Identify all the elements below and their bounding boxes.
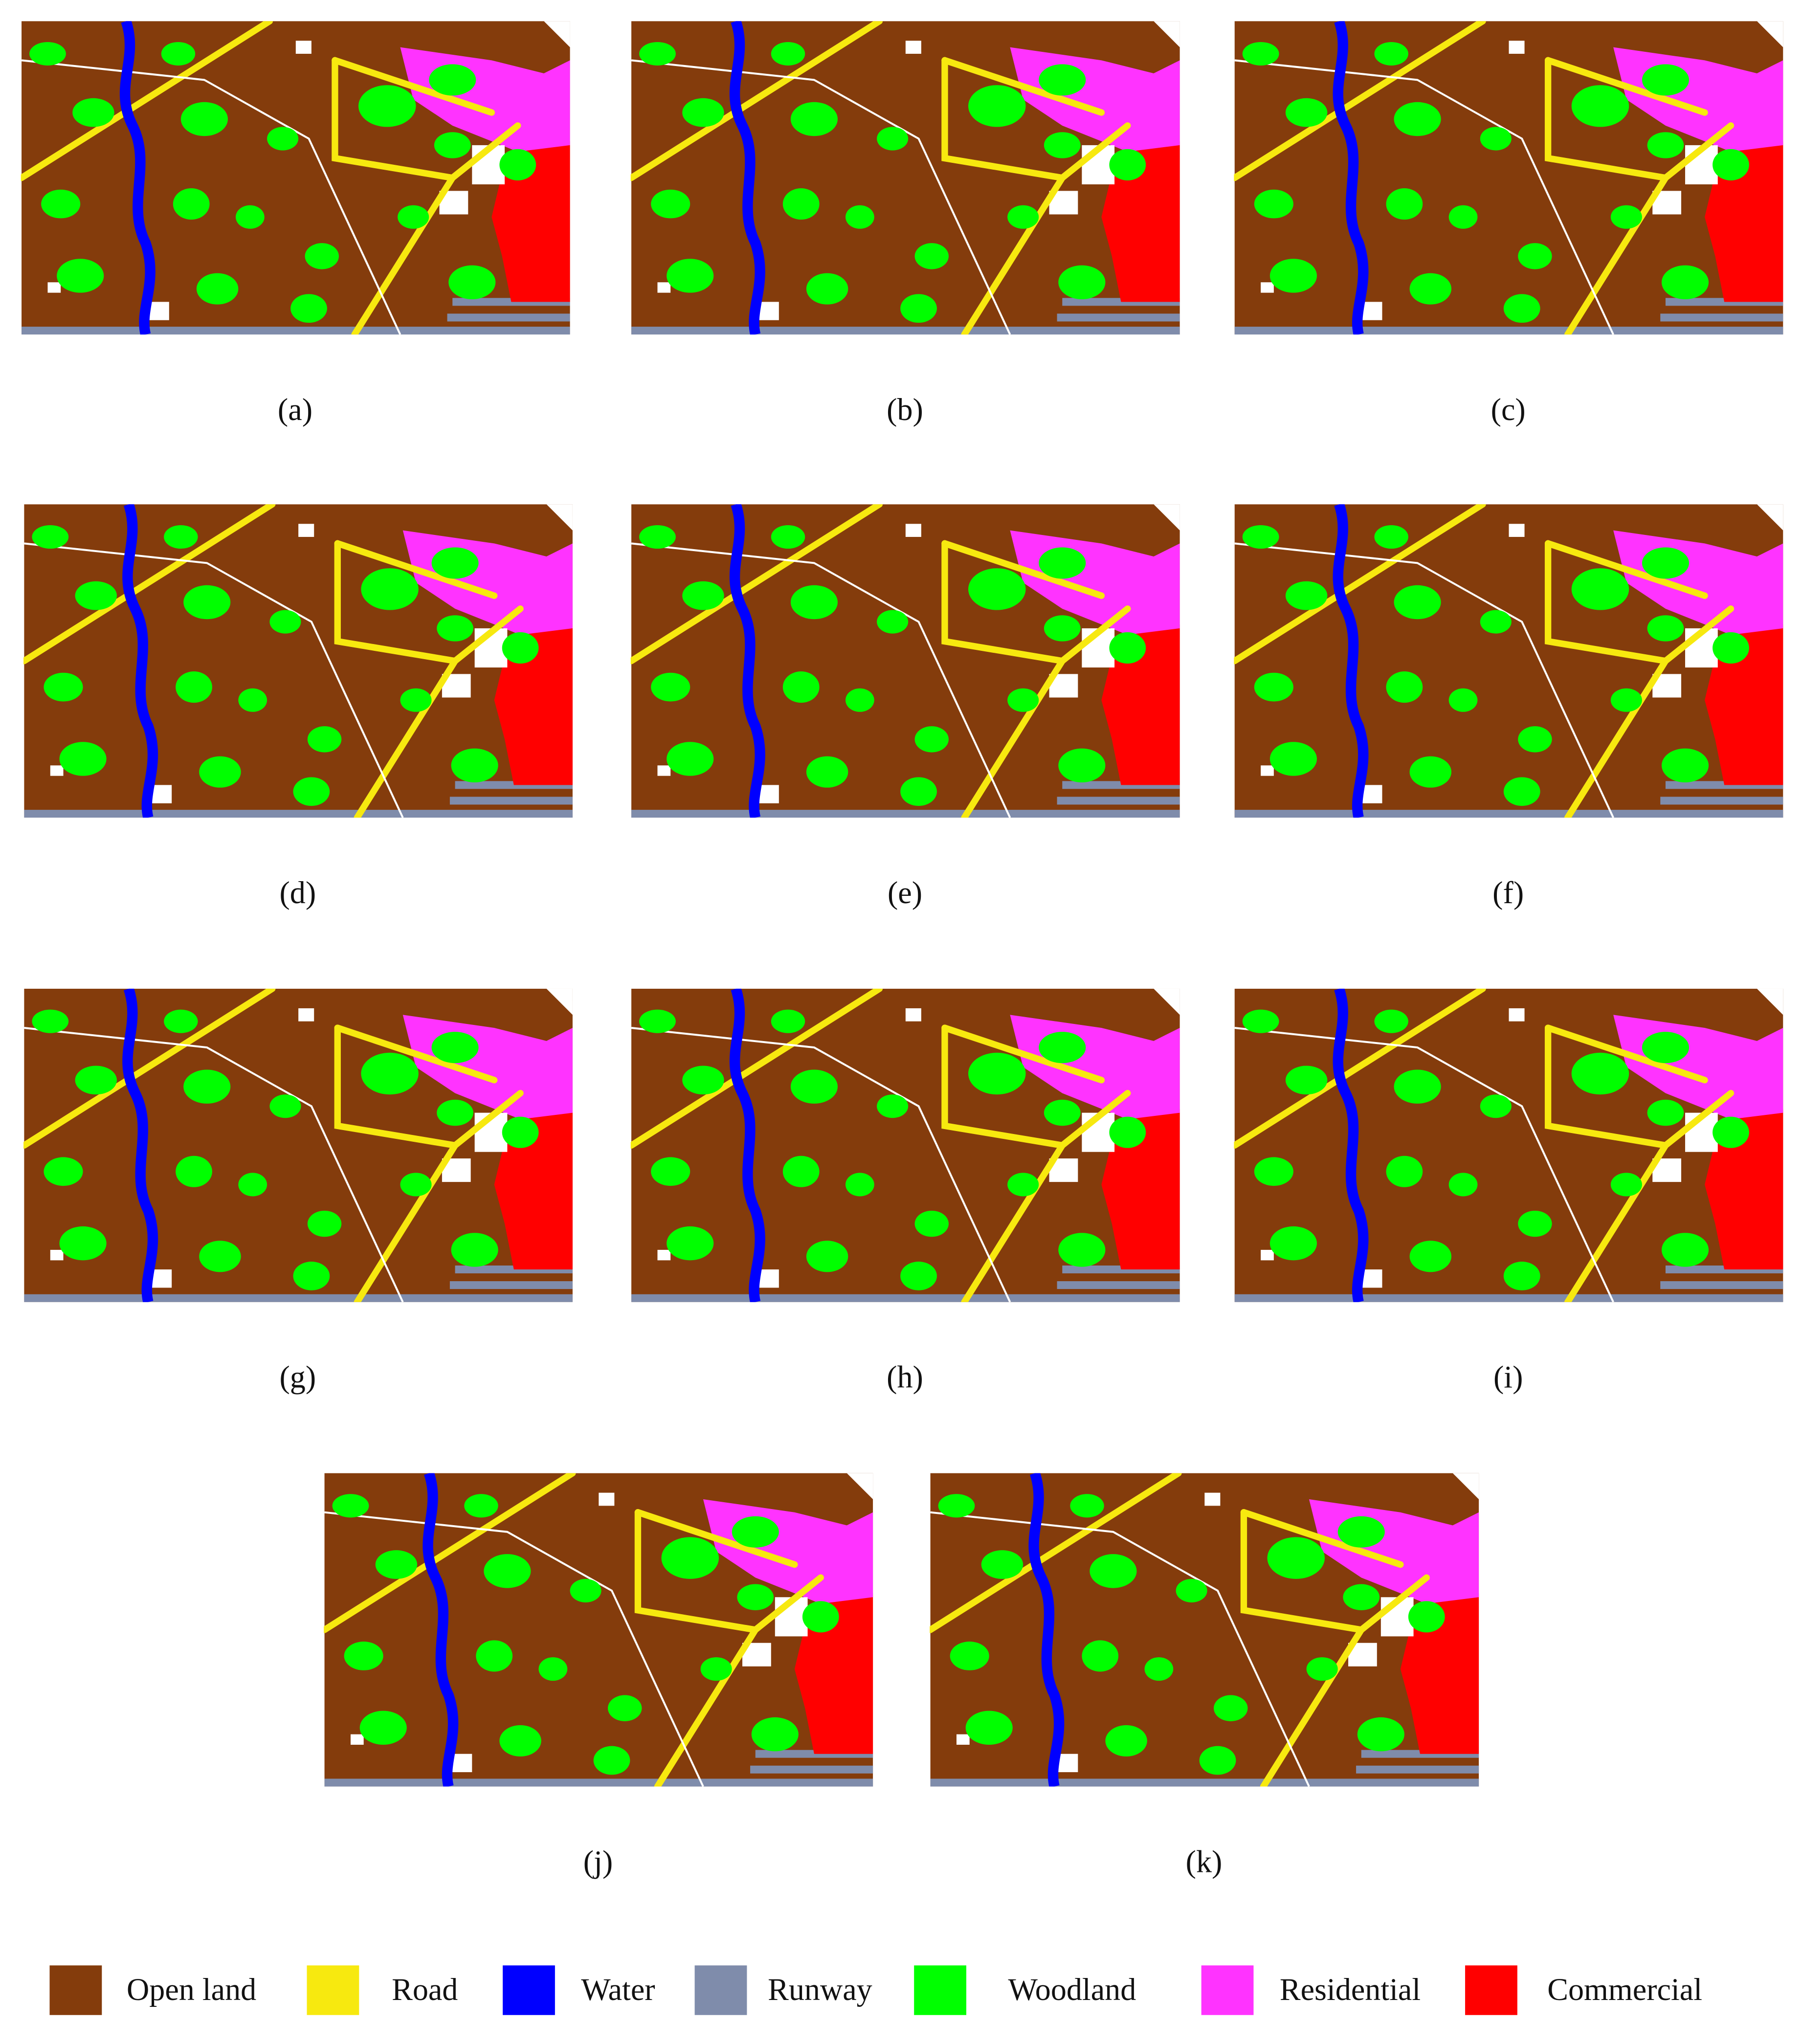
classification-map [1235, 504, 1783, 818]
panel-label: (g) [279, 1360, 316, 1395]
legend-swatch [503, 1965, 555, 2015]
panel-label: (k) [1186, 1844, 1223, 1879]
legend-swatch [914, 1965, 967, 2015]
classification-map [631, 989, 1180, 1302]
panel-label: (a) [278, 392, 312, 427]
classification-map [631, 504, 1180, 818]
legend-swatch [694, 1965, 747, 2015]
legend-label: Road [392, 1972, 458, 2007]
classification-map [24, 504, 573, 818]
classification-map [931, 1473, 1479, 1787]
panel-label: (f) [1492, 875, 1524, 910]
panel-label: (j) [583, 1844, 613, 1879]
panel-label: (e) [888, 875, 922, 910]
panel-label: (h) [887, 1360, 923, 1395]
classification-map [22, 21, 570, 334]
legend-swatch [1201, 1965, 1254, 2015]
legend-label: Residential [1280, 1972, 1421, 2007]
legend-swatch [307, 1965, 359, 2015]
legend-label: Woodland [1008, 1972, 1136, 2007]
legend-label: Open land [127, 1972, 256, 2007]
classification-map [325, 1473, 873, 1787]
panel-label: (i) [1493, 1360, 1523, 1395]
classification-map [1235, 989, 1783, 1302]
classification-map [24, 989, 573, 1302]
legend-swatch [49, 1965, 102, 2015]
legend-label: Water [581, 1972, 655, 2007]
legend-label: Runway [768, 1972, 872, 2007]
classification-map [1235, 21, 1783, 334]
legend-label: Commercial [1547, 1972, 1702, 2007]
legend-swatch [1465, 1965, 1517, 2015]
panel-label: (b) [887, 392, 923, 427]
classification-map [631, 21, 1180, 334]
panel-label: (d) [279, 875, 316, 910]
panel-label: (c) [1491, 392, 1526, 427]
